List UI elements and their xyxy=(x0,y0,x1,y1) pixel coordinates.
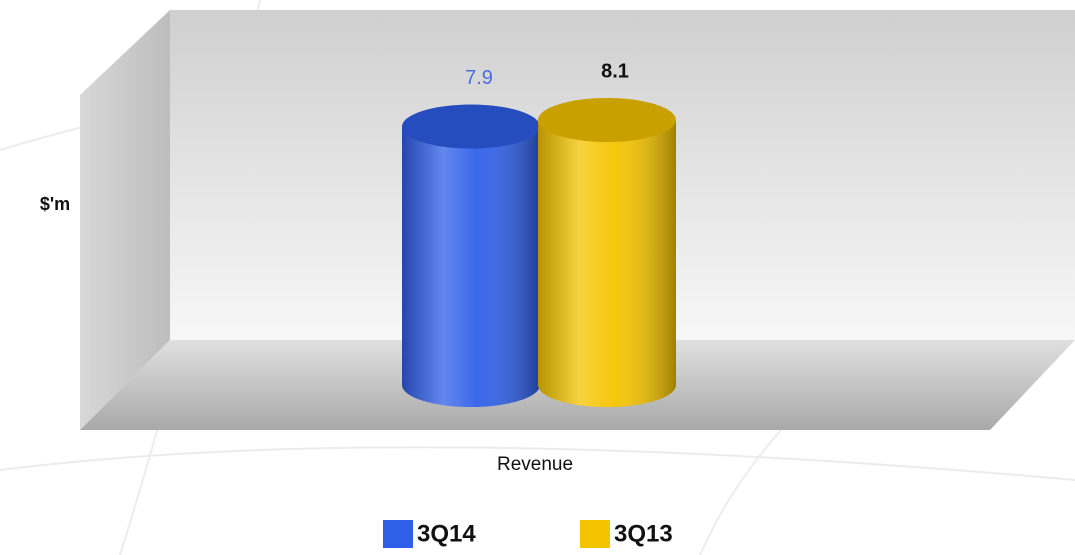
cylinder-top-shade xyxy=(538,98,676,142)
cylinder-top-shade xyxy=(402,104,540,149)
y-axis-label: $'m xyxy=(40,194,70,214)
cylinder-top xyxy=(538,98,676,142)
side-wall xyxy=(80,10,170,430)
cylinder-shade xyxy=(538,120,676,385)
data-label: 8.1 xyxy=(601,60,629,82)
legend-label: 3Q14 xyxy=(417,520,476,547)
cylinder-top xyxy=(402,104,540,149)
plot: Revenue 7.9 8.1 3Q14 3Q13 xyxy=(383,60,676,548)
legend-swatch xyxy=(383,520,413,548)
legend-label: 3Q13 xyxy=(614,520,673,547)
x-tick-label: Revenue xyxy=(497,454,573,475)
data-label: 7.9 xyxy=(465,67,493,89)
legend-swatch xyxy=(580,520,610,548)
cylinder-shade xyxy=(402,126,540,385)
